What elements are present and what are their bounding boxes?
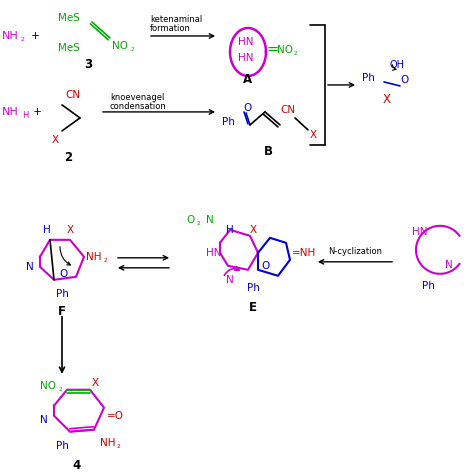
Text: MeS: MeS [58, 13, 80, 23]
Text: condensation: condensation [110, 102, 167, 111]
Text: +: + [30, 107, 42, 117]
Text: NO: NO [277, 45, 293, 55]
Text: $_2$: $_2$ [293, 49, 298, 58]
Text: ketenaminal: ketenaminal [150, 16, 202, 25]
Text: HN: HN [412, 227, 428, 237]
Text: O: O [400, 75, 408, 85]
Text: NH: NH [2, 107, 19, 117]
Text: O: O [243, 103, 251, 113]
Text: NH: NH [100, 438, 116, 447]
Text: =: = [267, 41, 279, 56]
Text: OH: OH [390, 60, 405, 70]
Text: 3: 3 [84, 58, 92, 72]
Text: 4: 4 [73, 459, 81, 472]
Text: =O: =O [107, 410, 124, 421]
Text: Ph: Ph [55, 441, 68, 451]
Text: MeS: MeS [58, 43, 80, 53]
Text: HN: HN [206, 248, 221, 258]
Text: $_2$: $_2$ [116, 442, 121, 451]
Text: Ph: Ph [421, 281, 435, 291]
Text: Ph: Ph [222, 117, 235, 127]
Text: =NH: =NH [292, 248, 316, 258]
Text: X: X [250, 225, 257, 235]
Text: CN: CN [280, 105, 295, 115]
Text: HN: HN [238, 37, 254, 47]
Text: H: H [43, 225, 51, 235]
Text: H: H [226, 225, 234, 235]
Text: X: X [52, 135, 59, 145]
Text: $_2$: $_2$ [130, 46, 135, 55]
Text: H: H [22, 111, 28, 120]
Text: X: X [383, 93, 391, 107]
Text: X: X [67, 225, 74, 235]
Text: $_2$: $_2$ [58, 385, 63, 394]
Text: +: + [28, 31, 40, 41]
Text: $_2$: $_2$ [196, 219, 201, 228]
Text: 2: 2 [64, 151, 72, 164]
Text: knoevenagel: knoevenagel [110, 93, 164, 102]
Text: N: N [445, 260, 453, 270]
Text: Ph: Ph [55, 289, 68, 299]
Text: NH: NH [86, 252, 101, 262]
Text: $_2$: $_2$ [20, 36, 26, 45]
Text: N: N [40, 415, 48, 425]
Text: N-cyclization: N-cyclization [328, 247, 382, 256]
Text: HN: HN [238, 53, 254, 63]
Text: X: X [92, 378, 99, 388]
Text: N: N [226, 275, 234, 285]
Text: B: B [264, 146, 273, 158]
Text: O: O [186, 215, 194, 225]
Text: O: O [262, 261, 270, 271]
Text: formation: formation [150, 25, 191, 34]
Text: Ph: Ph [362, 73, 375, 83]
Text: NH: NH [2, 31, 19, 41]
Text: N: N [206, 215, 214, 225]
Text: NO: NO [112, 41, 128, 51]
Text: NO: NO [40, 381, 56, 391]
Text: X: X [310, 130, 317, 140]
Text: $_2$: $_2$ [103, 256, 108, 265]
Text: A: A [244, 73, 253, 86]
Text: F: F [58, 305, 66, 318]
Text: CN: CN [65, 90, 80, 100]
Text: N: N [26, 262, 34, 272]
Text: E: E [249, 301, 257, 314]
Text: Ph: Ph [246, 283, 259, 293]
Text: O: O [60, 269, 68, 279]
